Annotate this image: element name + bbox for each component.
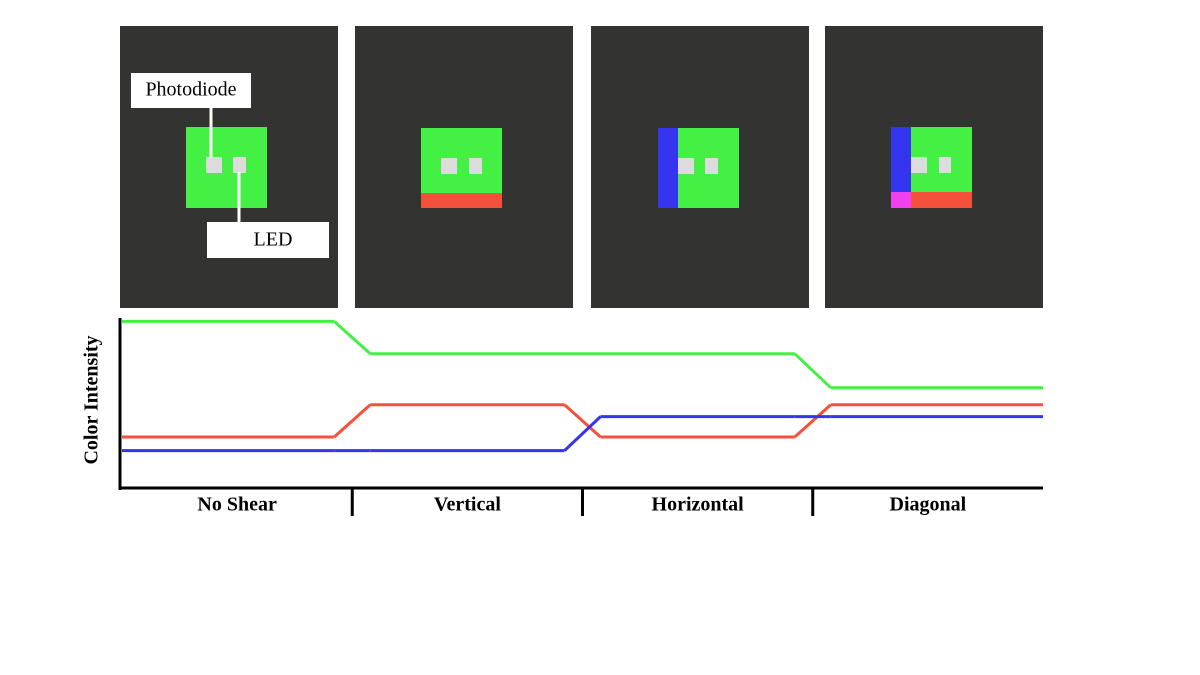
sensor-blue xyxy=(891,127,911,192)
sensor-green xyxy=(421,128,502,193)
sensor-green xyxy=(186,127,267,208)
panels: Photodiode LED xyxy=(120,26,1043,308)
x-tick-label: Horizontal xyxy=(652,494,745,516)
intensity-transition xyxy=(563,403,602,439)
led xyxy=(939,157,951,173)
intensity-transition xyxy=(793,352,832,389)
intensity-transition xyxy=(793,403,832,439)
photodiode xyxy=(911,157,927,173)
label-box xyxy=(207,222,329,258)
photodiode xyxy=(441,158,457,174)
intensity-transition xyxy=(563,415,602,452)
photodiode xyxy=(678,158,694,174)
x-tick-label: Vertical xyxy=(434,494,501,516)
led xyxy=(469,158,482,174)
sensor-red xyxy=(421,193,502,208)
photodiode xyxy=(206,157,222,173)
led xyxy=(705,158,718,174)
label-box xyxy=(131,73,251,108)
sensor-red xyxy=(911,192,972,208)
intensity-transition xyxy=(333,403,372,439)
intensity-transition xyxy=(333,320,372,355)
sensor-magenta xyxy=(891,192,911,208)
led xyxy=(233,157,246,173)
x-tick-label: No Shear xyxy=(197,494,277,516)
y-axis-label: Color Intensity xyxy=(81,335,103,464)
annotation: LED xyxy=(254,229,293,251)
x-tick-label: Diagonal xyxy=(890,494,967,516)
annotation: Photodiode xyxy=(145,79,236,101)
sensor-blue xyxy=(658,128,678,208)
